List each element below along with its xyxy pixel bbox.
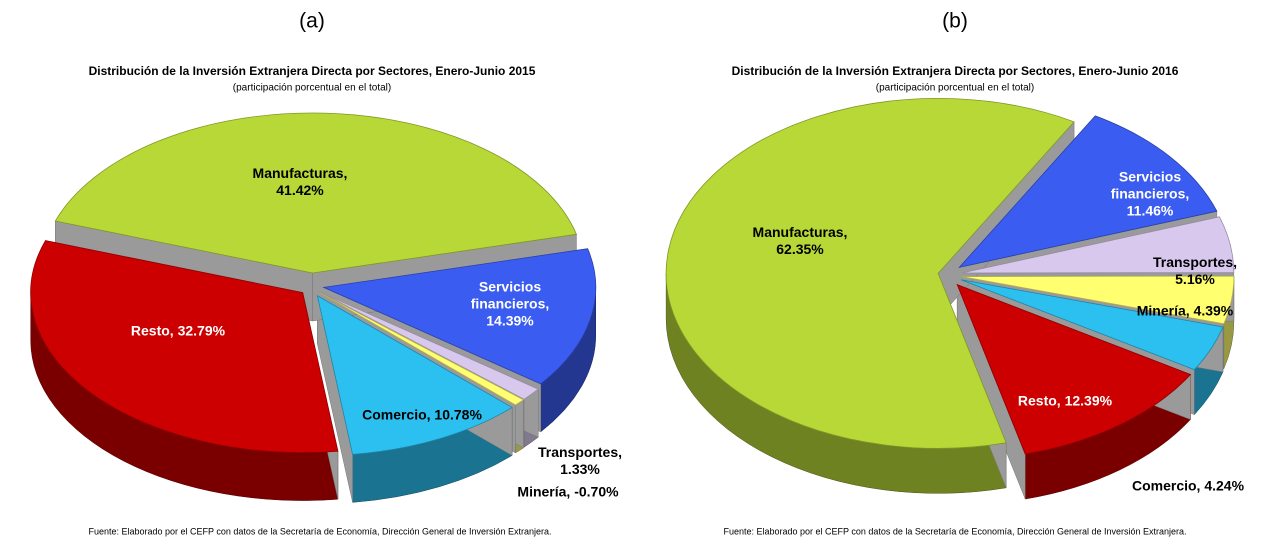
data-label: 14.39% bbox=[486, 313, 534, 329]
chart-title: Distribución de la Inversión Extranjera … bbox=[89, 64, 536, 78]
pie-slice bbox=[961, 275, 1235, 325]
data-label: 5.16% bbox=[1175, 271, 1215, 287]
data-label: 1.33% bbox=[560, 461, 600, 477]
data-label: Transportes, bbox=[1153, 254, 1237, 270]
panel-label: (b) bbox=[942, 10, 968, 33]
data-label: Manufacturas, bbox=[753, 224, 848, 240]
pie-slice bbox=[320, 292, 525, 406]
pie-tops bbox=[665, 98, 1235, 455]
data-label: Transportes, bbox=[538, 444, 622, 460]
pie-chart: (b) Distribución de la Inversión Extranje… bbox=[665, 10, 1245, 536]
source-note: Fuente: Elaborado por el CEFP con datos … bbox=[88, 526, 551, 536]
data-label: 62.35% bbox=[776, 241, 824, 257]
pie-slice bbox=[961, 216, 1235, 274]
data-label: Comercio, 4.24% bbox=[1132, 478, 1245, 494]
source-note: Fuente: Elaborado por el CEFP con datos … bbox=[723, 526, 1186, 536]
data-label: Servicios bbox=[1119, 169, 1181, 185]
data-label: financieros, bbox=[1111, 186, 1190, 202]
pie-slice bbox=[30, 240, 339, 453]
chart-title: Distribución de la Inversión Extranjera … bbox=[732, 64, 1179, 78]
pie-slice bbox=[958, 115, 1218, 269]
chart-subtitle: (participación porcentual en el total) bbox=[233, 83, 391, 94]
pie-slice bbox=[956, 283, 1192, 455]
data-label: Minería, -0.70% bbox=[517, 484, 619, 500]
chart-subtitle: (participación porcentual en el total) bbox=[876, 83, 1034, 94]
data-label: financieros, bbox=[471, 296, 550, 312]
pie-slice bbox=[321, 292, 540, 400]
pie-slice bbox=[316, 294, 513, 455]
data-label: Minería, 4.39% bbox=[1137, 303, 1234, 319]
pie-chart: (a) Distribución de la Inversión Extranje… bbox=[30, 10, 622, 536]
panel-label: (a) bbox=[299, 10, 325, 33]
data-label: Comercio, 10.78% bbox=[362, 407, 482, 423]
pie-slice bbox=[322, 248, 597, 385]
data-label: Resto, 32.79% bbox=[131, 323, 226, 339]
pie-slice bbox=[960, 279, 1224, 371]
data-label: Manufacturas, bbox=[253, 165, 348, 181]
data-label: 41.42% bbox=[276, 182, 324, 198]
data-label: Resto, 12.39% bbox=[1018, 393, 1113, 409]
pie-slice bbox=[54, 112, 578, 274]
pie-slice bbox=[665, 98, 1075, 449]
data-label: 11.46% bbox=[1127, 203, 1174, 219]
pie-tops bbox=[30, 112, 597, 455]
data-label: Servicios bbox=[479, 279, 541, 295]
